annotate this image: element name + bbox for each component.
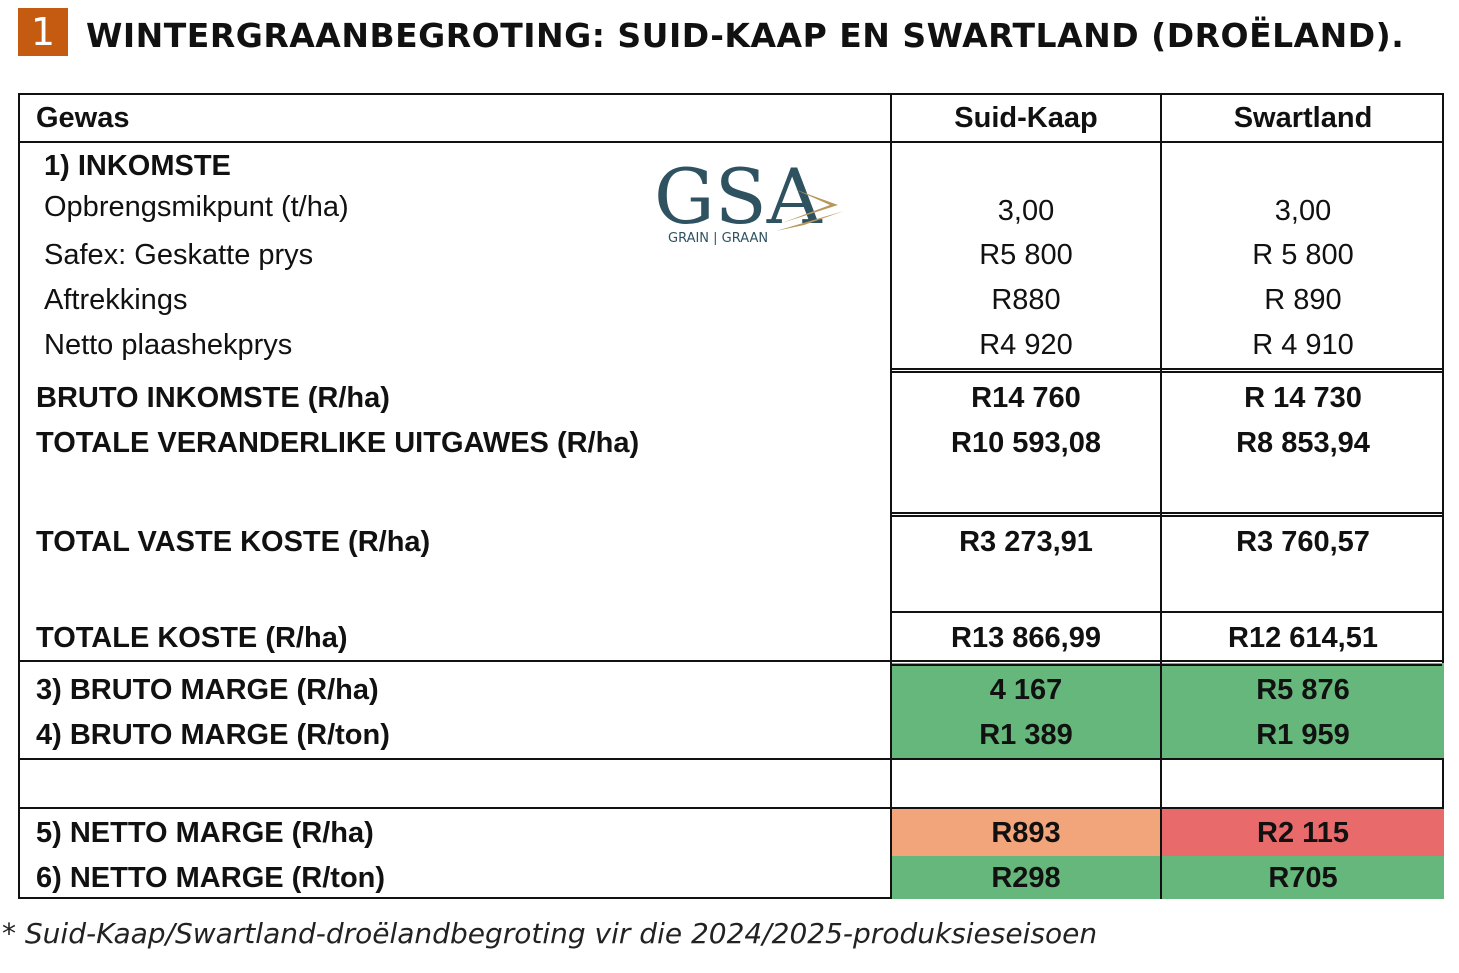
net-margin-ton-col1-fill: [892, 856, 1160, 899]
net-margin-ton-swartland: R705: [1268, 862, 1338, 894]
income-section-title: 1) INKOMSTE: [44, 150, 231, 182]
gsa-logo-text: GSA: [654, 152, 823, 241]
gsa-logo: GSA GRAIN | GRAAN: [654, 149, 854, 246]
column-divider: [890, 95, 892, 897]
gross-margin-ha-swartland: R5 876: [1256, 674, 1350, 706]
budget-table: Gewas Suid-Kaap Swartland 1) INKOMSTE GS…: [18, 93, 1444, 899]
row-divider: [20, 807, 1442, 809]
income-row-value-suid-kaap: R4 920: [979, 329, 1073, 361]
gross-income-swartland: R 14 730: [1244, 382, 1362, 414]
income-row-value-suid-kaap: 3,00: [997, 195, 1055, 227]
gross-margin-ton-label: 4) BRUTO MARGE (R/ton): [36, 719, 390, 751]
income-row-value-swartland: R 4 910: [1252, 329, 1354, 361]
income-row-label: Safex: Geskatte prys: [44, 239, 314, 271]
net-margin-ton-suid-kaap: R298: [991, 862, 1061, 894]
gross-margin-ton-swartland: R1 959: [1256, 719, 1350, 751]
total-costs-label: TOTALE KOSTE (R/ha): [36, 622, 348, 654]
net-margin-ha-label: 5) NETTO MARGE (R/ha): [36, 817, 374, 849]
fixed-costs-label: TOTAL VASTE KOSTE (R/ha): [36, 526, 431, 558]
variable-costs-suid-kaap: R10 593,08: [951, 427, 1101, 459]
fixed-costs-swartland: R3 760,57: [1236, 526, 1370, 558]
income-row-value-suid-kaap: R880: [991, 284, 1061, 316]
column-divider: [1160, 95, 1162, 897]
gross-margin-ha-label: 3) BRUTO MARGE (R/ha): [36, 674, 379, 706]
total-costs-suid-kaap: R13 866,99: [951, 622, 1101, 654]
total-costs-swartland: R12 614,51: [1228, 622, 1378, 654]
section-number-badge: 1: [18, 8, 68, 56]
income-row-value-swartland: R 890: [1264, 284, 1342, 316]
header-crop-label: Gewas: [36, 102, 130, 134]
row-divider: [890, 611, 1442, 613]
net-margin-ton-label: 6) NETTO MARGE (R/ton): [36, 862, 386, 894]
row-divider: [20, 141, 1442, 143]
income-row-label: Netto plaashekprys: [44, 329, 293, 361]
row-divider: [890, 664, 1442, 666]
header-swartland: Swartland: [1233, 102, 1373, 134]
income-row-label: Opbrengsmikpunt (t/ha): [44, 191, 349, 223]
gross-income-suid-kaap: R14 760: [971, 382, 1081, 414]
gross-income-label: BRUTO INKOMSTE (R/ha): [36, 382, 390, 414]
variable-costs-label: TOTALE VERANDERLIKE UITGAWES (R/ha): [36, 427, 640, 459]
income-row-value-suid-kaap: R5 800: [979, 239, 1073, 271]
gross-margin-col1-fill: [892, 663, 1160, 758]
net-margin-ha-suid-kaap: R893: [991, 817, 1061, 849]
gsa-logo-subtext: GRAIN | GRAAN: [668, 231, 768, 245]
row-divider: [890, 368, 1442, 373]
gross-margin-ha-suid-kaap: 4 167: [989, 674, 1063, 706]
gross-margin-ton-suid-kaap: R1 389: [979, 719, 1073, 751]
income-row-label: Aftrekkings: [44, 284, 188, 316]
row-divider: [20, 660, 1442, 662]
net-margin-ha-col2-fill: [1162, 809, 1444, 856]
income-row-value-swartland: 3,00: [1274, 195, 1332, 227]
row-divider: [890, 512, 1442, 517]
fixed-costs-suid-kaap: R3 273,91: [959, 526, 1093, 558]
row-divider: [20, 758, 1442, 760]
page-title: WINTERGRAANBEGROTING: SUID-KAAP EN SWART…: [86, 16, 1405, 55]
gross-margin-col2-fill: [1162, 663, 1444, 758]
net-margin-ha-swartland: R2 115: [1257, 817, 1349, 849]
header-suid-kaap: Suid-Kaap: [954, 102, 1098, 134]
variable-costs-swartland: R8 853,94: [1236, 427, 1370, 459]
net-margin-ton-col2-fill: [1162, 856, 1444, 899]
footnote: * Suid-Kaap/Swartland-droëlandbegroting …: [2, 917, 1098, 950]
net-margin-ha-col1-fill: [892, 809, 1160, 856]
income-row-value-swartland: R 5 800: [1252, 239, 1354, 271]
